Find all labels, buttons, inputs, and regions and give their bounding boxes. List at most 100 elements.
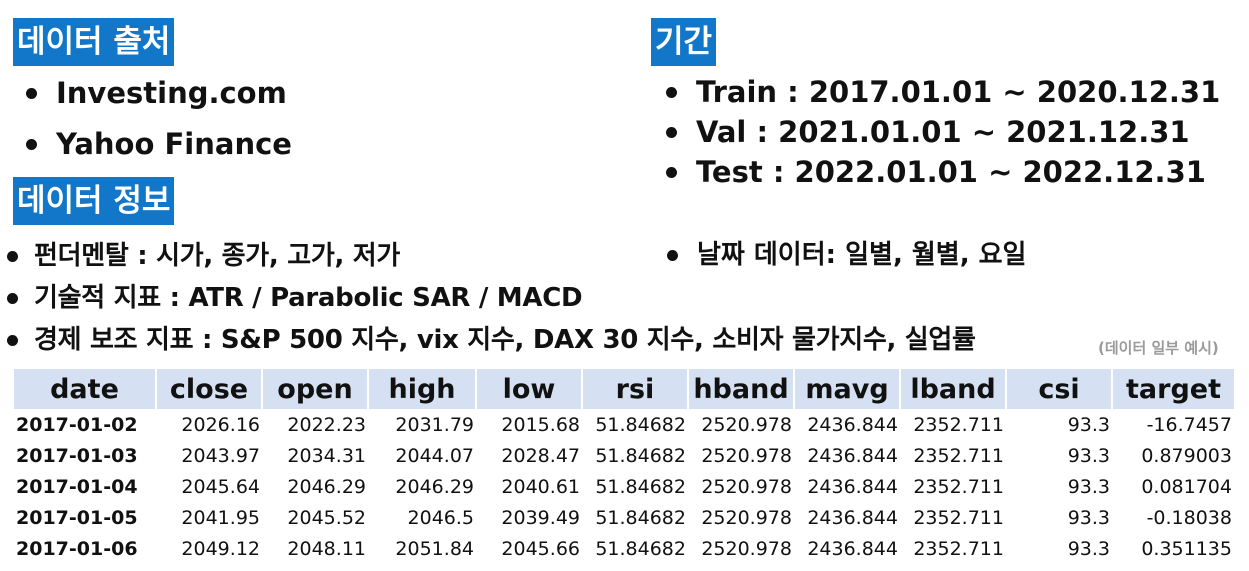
table-cell-lband: 2352.711: [913, 537, 1004, 560]
table-cell-mavg: 2436.844: [807, 444, 898, 467]
table-cell-csi: 93.3: [1067, 506, 1110, 529]
table-cell-date: 2017-01-03: [16, 444, 138, 467]
table-cell-close: 2043.97: [181, 444, 260, 467]
table-cell-rsi: 51.84682: [595, 506, 686, 529]
table-header-row: date close open high low rsi hband mavg lband csi…: [14, 369, 1234, 409]
table-cell-lband: 2352.711: [913, 475, 1004, 498]
period-list: Train : 2017.01.01 ~ 2020.12.31 Val : 20…: [660, 72, 1220, 192]
data-info-heading: 데이터 정보: [13, 177, 175, 225]
table-cell-high: 2046.5: [407, 506, 474, 529]
table-cell-hband: 2520.978: [701, 506, 792, 529]
table-cell-csi: 93.3: [1067, 537, 1110, 560]
table-cell-open: 2048.11: [287, 537, 366, 560]
table-cell-mavg: 2436.844: [807, 506, 898, 529]
column-header-open: open: [262, 369, 369, 409]
column-header-high: high: [368, 369, 477, 409]
data-source-list: Investing.com Yahoo Finance: [18, 68, 292, 170]
table-cell-mavg: 2436.844: [807, 537, 898, 560]
table-cell-date: 2017-01-04: [16, 475, 138, 498]
table-cell-date: 2017-01-02: [16, 413, 138, 436]
table-cell-lband: 2352.711: [913, 444, 1004, 467]
bullet-icon: [666, 167, 677, 178]
table-cell-mavg: 2436.844: [807, 413, 898, 436]
table-cell-mavg: 2436.844: [807, 475, 898, 498]
list-item: Investing.com: [18, 68, 292, 119]
period-test-label: Test : 2022.01.01 ~ 2022.12.31: [696, 155, 1206, 189]
table-cell-date: 2017-01-05: [16, 506, 138, 529]
table-cell-close: 2041.95: [181, 506, 260, 529]
table-cell-lband: 2352.711: [913, 413, 1004, 436]
column-header-lband: lband: [900, 369, 1007, 409]
table-cell-high: 2044.07: [395, 444, 474, 467]
table-cell-close: 2045.64: [181, 475, 260, 498]
table-cell-low: 2039.49: [501, 506, 580, 529]
column-header-close: close: [156, 369, 263, 409]
table-cell-low: 2040.61: [501, 475, 580, 498]
list-item: 기술적 지표 : ATR / Parabolic SAR / MACD: [2, 277, 976, 319]
column-header-low: low: [476, 369, 583, 409]
table-cell-date: 2017-01-06: [16, 537, 138, 560]
table-cell-high: 2031.79: [395, 413, 474, 436]
data-source-heading: 데이터 출처: [13, 18, 175, 66]
table-cell-close: 2026.16: [181, 413, 260, 436]
list-item: 날짜 데이터: 일별, 월별, 요일: [661, 234, 1026, 276]
table-cell-open: 2046.29: [287, 475, 366, 498]
data-info-list: 펀더멘탈 : 시가, 종가, 고가, 저가 기술적 지표 : ATR / Par…: [2, 235, 976, 361]
column-header-rsi: rsi: [582, 369, 689, 409]
list-item: Train : 2017.01.01 ~ 2020.12.31: [660, 72, 1220, 112]
table-cell-target: 0.081704: [1141, 475, 1232, 498]
table-row: 2017-01-05 2041.95 2045.52 2046.5 2039.49 51.…: [14, 502, 1234, 533]
table-cell-lband: 2352.711: [913, 506, 1004, 529]
bullet-icon: [666, 127, 677, 138]
date-feature-label: 날짜 데이터: 일별, 월별, 요일: [697, 240, 1027, 270]
table-cell-low: 2015.68: [501, 413, 580, 436]
table-cell-open: 2045.52: [287, 506, 366, 529]
bullet-icon: [7, 251, 18, 262]
bullet-icon: [666, 87, 677, 98]
table-row: 2017-01-03 2043.97 2034.31 2044.07 2028.47 51…: [14, 440, 1234, 471]
table-row: 2017-01-06 2049.12 2048.11 2051.84 2045.66 51…: [14, 533, 1234, 564]
sample-caption: (데이터 일부 예시): [1098, 339, 1219, 357]
list-item: Test : 2022.01.01 ~ 2022.12.31: [660, 152, 1220, 192]
economic-label: 경제 보조 지표 : S&P 500 지수, vix 지수, DAX 30 지수…: [34, 325, 976, 355]
table-cell-csi: 93.3: [1067, 413, 1110, 436]
table-cell-target: 0.879003: [1141, 444, 1232, 467]
column-header-csi: csi: [1006, 369, 1113, 409]
column-header-target: target: [1112, 369, 1234, 409]
list-item: 경제 보조 지표 : S&P 500 지수, vix 지수, DAX 30 지수…: [2, 319, 976, 361]
list-item: Yahoo Finance: [18, 119, 292, 170]
table-cell-target: -16.7457: [1146, 413, 1232, 436]
data-table: date close open high low rsi hband mavg lband csi…: [14, 369, 1234, 564]
table-cell-rsi: 51.84682: [595, 413, 686, 436]
table-body: 2017-01-02 2026.16 2022.23 2031.79 2015.68 51…: [14, 409, 1234, 564]
bullet-icon: [7, 293, 18, 304]
period-train-label: Train : 2017.01.01 ~ 2020.12.31: [696, 75, 1221, 109]
period-heading: 기간: [651, 18, 717, 66]
table-cell-hband: 2520.978: [701, 537, 792, 560]
source-item-label: Yahoo Finance: [56, 127, 292, 161]
column-header-date: date: [14, 369, 157, 409]
table-cell-low: 2028.47: [501, 444, 580, 467]
table-cell-close: 2049.12: [181, 537, 260, 560]
list-item: 펀더멘탈 : 시가, 종가, 고가, 저가: [2, 235, 976, 277]
period-val-label: Val : 2021.01.01 ~ 2021.12.31: [696, 115, 1190, 149]
table-cell-high: 2046.29: [395, 475, 474, 498]
bullet-icon: [7, 335, 18, 346]
table-cell-csi: 93.3: [1067, 475, 1110, 498]
table-cell-open: 2034.31: [287, 444, 366, 467]
bullet-icon: [26, 88, 37, 99]
source-item-label: Investing.com: [56, 76, 287, 110]
table-cell-hband: 2520.978: [701, 413, 792, 436]
list-item: Val : 2021.01.01 ~ 2021.12.31: [660, 112, 1220, 152]
table-row: 2017-01-04 2045.64 2046.29 2046.29 2040.61 51…: [14, 471, 1234, 502]
technical-label: 기술적 지표 : ATR / Parabolic SAR / MACD: [34, 283, 583, 313]
column-header-hband: hband: [688, 369, 795, 409]
table-cell-rsi: 51.84682: [595, 537, 686, 560]
table-cell-target: -0.18038: [1146, 506, 1232, 529]
column-header-mavg: mavg: [794, 369, 901, 409]
table-cell-csi: 93.3: [1067, 444, 1110, 467]
table-row: 2017-01-02 2026.16 2022.23 2031.79 2015.68 51…: [14, 409, 1234, 440]
table-cell-target: 0.351135: [1141, 537, 1232, 560]
table-cell-rsi: 51.84682: [595, 475, 686, 498]
table-cell-hband: 2520.978: [701, 444, 792, 467]
